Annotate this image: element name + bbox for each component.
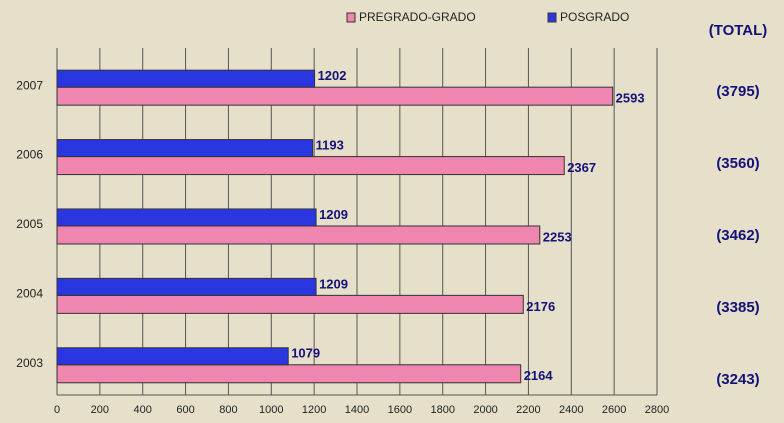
total-label: (3385) [716, 299, 759, 316]
x-tick-label: 200 [91, 404, 109, 416]
legend-swatch [346, 12, 356, 23]
data-label: 1193 [316, 138, 344, 153]
bar [56, 156, 565, 176]
data-label: 2593 [616, 91, 645, 106]
x-tick-label: 2600 [602, 404, 626, 416]
data-label: 2367 [567, 160, 596, 175]
legend-label: PREGRADO-GRADO [359, 10, 476, 24]
y-tick-label: 2007 [16, 78, 43, 92]
x-tick-label: 0 [54, 404, 60, 416]
bar [56, 277, 317, 296]
data-label: 1209 [319, 276, 348, 291]
legend-swatch [547, 12, 557, 23]
x-tick-label: 1600 [388, 404, 412, 416]
total-label: (3795) [716, 83, 759, 100]
bar [56, 69, 316, 88]
bar [56, 139, 314, 158]
data-label: 1209 [319, 207, 348, 222]
x-tick-label: 800 [219, 404, 237, 416]
x-tick-label: 2400 [559, 404, 583, 416]
y-tick-label: 2003 [16, 356, 43, 370]
x-tick-label: 1400 [345, 404, 369, 416]
x-tick-label: 2800 [645, 404, 669, 416]
totals-header: (TOTAL) [709, 22, 768, 39]
y-tick-label: 2005 [16, 217, 43, 231]
bar [56, 86, 614, 106]
x-tick-label: 1000 [259, 404, 283, 416]
total-label: (3560) [716, 155, 759, 172]
bar [56, 364, 522, 384]
total-label: (3243) [716, 371, 759, 388]
legend-label: POSGRADO [560, 10, 629, 24]
x-tick-label: 2200 [516, 404, 540, 416]
data-label: 2164 [524, 368, 554, 383]
x-tick-label: 600 [176, 404, 194, 416]
data-label: 2176 [526, 299, 555, 314]
x-tick-label: 2000 [473, 404, 497, 416]
x-tick-label: 1800 [430, 404, 454, 416]
data-label: 1079 [291, 346, 320, 361]
data-label: 2253 [543, 229, 572, 244]
bar [56, 208, 317, 227]
data-label: 1202 [318, 68, 347, 83]
y-tick-label: 2006 [16, 148, 43, 162]
total-label: (3462) [716, 227, 759, 244]
bar [56, 347, 289, 366]
x-tick-label: 1200 [302, 404, 326, 416]
x-tick-label: 400 [134, 404, 152, 416]
bar [56, 294, 524, 314]
bar [56, 225, 541, 245]
y-tick-label: 2004 [16, 287, 43, 301]
